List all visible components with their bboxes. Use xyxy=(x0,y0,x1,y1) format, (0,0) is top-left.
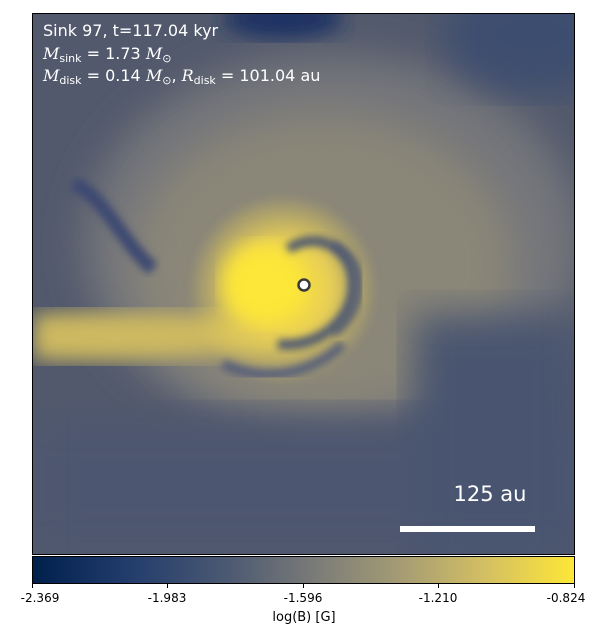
field-image xyxy=(33,14,574,554)
magnetic-field-map: Sink 97, t=117.04 kyr Msink = 1.73 M⊙ Md… xyxy=(32,13,575,555)
colorbar-tick-label: -2.369 xyxy=(20,591,60,605)
sink-mass-label: Msink = 1.73 M⊙ xyxy=(43,44,172,65)
scale-bar xyxy=(400,526,535,532)
colorbar-tick xyxy=(167,584,168,588)
colorbar-tick-label: -0.824 xyxy=(546,591,586,605)
colorbar-tick xyxy=(574,584,575,588)
sink-marker xyxy=(297,278,311,292)
scale-bar-label: 125 au xyxy=(453,482,527,506)
colorbar-tick xyxy=(438,584,439,588)
colorbar xyxy=(32,556,575,584)
disk-props-label: Mdisk = 0.14 M⊙, Rdisk = 101.04 au xyxy=(43,66,321,87)
colorbar-tick-label: -1.983 xyxy=(147,591,187,605)
colorbar-tick xyxy=(303,584,304,588)
colorbar-tick-label: -1.596 xyxy=(283,591,323,605)
title-line: Sink 97, t=117.04 kyr xyxy=(43,21,219,40)
colorbar-tick-label: -1.210 xyxy=(418,591,458,605)
colorbar-label: log(B) [G] xyxy=(272,610,336,625)
colorbar-tick xyxy=(32,584,33,588)
